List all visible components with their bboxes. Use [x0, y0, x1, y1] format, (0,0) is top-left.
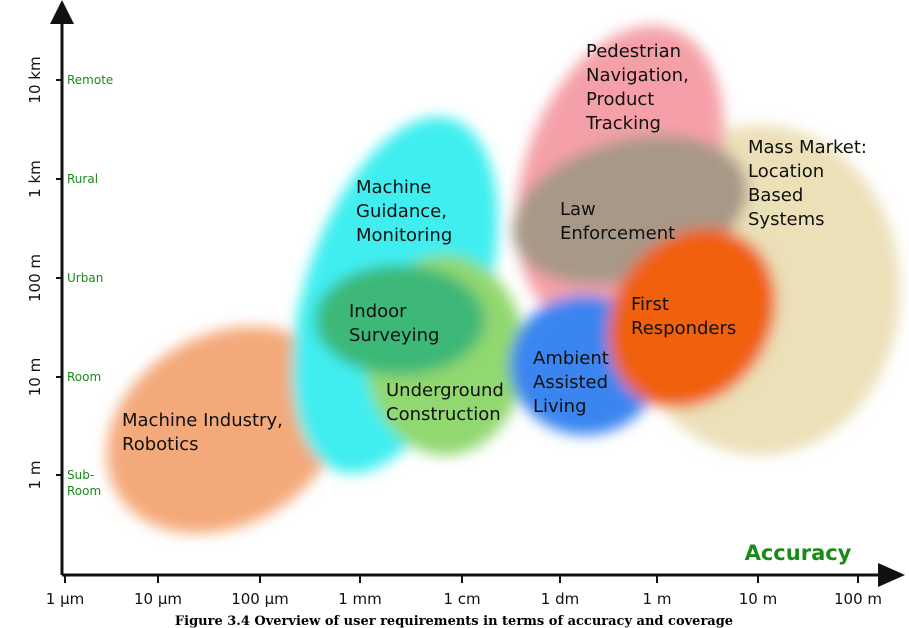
y-tick-label: 1 m — [26, 461, 44, 490]
x-tick-label: 1 µm — [46, 590, 84, 608]
x-tick-label: 10 µm — [134, 590, 182, 608]
region-label: Responders — [631, 318, 736, 339]
region-label: Mass Market: — [748, 137, 867, 158]
y-arrow — [50, 0, 74, 24]
region-label: Tracking — [585, 113, 661, 134]
region-label: Indoor — [349, 301, 407, 322]
region-label: Systems — [748, 209, 825, 230]
y-tick-label: 100 m — [26, 254, 44, 302]
region-label: Living — [533, 396, 587, 417]
x-tick-label: 10 m — [739, 590, 777, 608]
x-title: Accuracy — [745, 541, 852, 565]
region-label: Machine Industry, — [122, 410, 283, 431]
region-label: Location — [748, 161, 824, 182]
region-label: Navigation, — [586, 65, 689, 86]
x-tick-label: 100 µm — [231, 590, 289, 608]
y-level-label: Room — [67, 484, 101, 498]
x-tick-label: 1 dm — [541, 590, 579, 608]
region-label: Based — [748, 185, 803, 206]
region-label: Ambient — [533, 348, 609, 369]
labels: 1 µm 10 µm 100 µm 1 mm 1 cm 1 dm 1 m 10 m 100 m 1… — [26, 41, 882, 608]
region-shape — [315, 265, 485, 375]
region-label: First — [631, 294, 669, 315]
region-label: Construction — [386, 404, 501, 425]
region-label: Product — [586, 89, 654, 110]
region-label: Law — [560, 199, 596, 220]
region-label: Pedestrian — [586, 41, 681, 62]
y-tick-label: 10 km — [26, 56, 44, 103]
y-level-label: Remote — [67, 73, 113, 87]
y-level-label: Rural — [67, 172, 98, 186]
x-tick-label: 1 cm — [443, 590, 480, 608]
region-label: Surveying — [349, 325, 439, 346]
region-label: Machine — [356, 177, 431, 198]
y-tick-label: 10 m — [26, 358, 44, 396]
y-level-label: Room — [67, 370, 101, 384]
region-shape — [608, 228, 776, 408]
region-label: Robotics — [122, 434, 198, 455]
x-arrow — [878, 563, 905, 587]
region-label: Enforcement — [560, 223, 675, 244]
x-tick-label: 1 mm — [338, 590, 382, 608]
y-level-label: Sub- — [67, 468, 94, 482]
region-label: Assisted — [533, 372, 608, 393]
x-tick-label: 100 m — [834, 590, 882, 608]
y-tick-label: 1 km — [26, 160, 44, 198]
caption: Figure 3.4 Overview of user requirements… — [175, 614, 733, 628]
x-tick-label: 1 m — [643, 590, 672, 608]
region-label: Monitoring — [356, 225, 452, 246]
y-level-label: Urban — [67, 271, 103, 285]
region-shape — [106, 326, 344, 534]
regions-shapes — [106, 25, 900, 534]
region-label: Guidance, — [356, 201, 447, 222]
region-label: Underground — [386, 380, 504, 401]
